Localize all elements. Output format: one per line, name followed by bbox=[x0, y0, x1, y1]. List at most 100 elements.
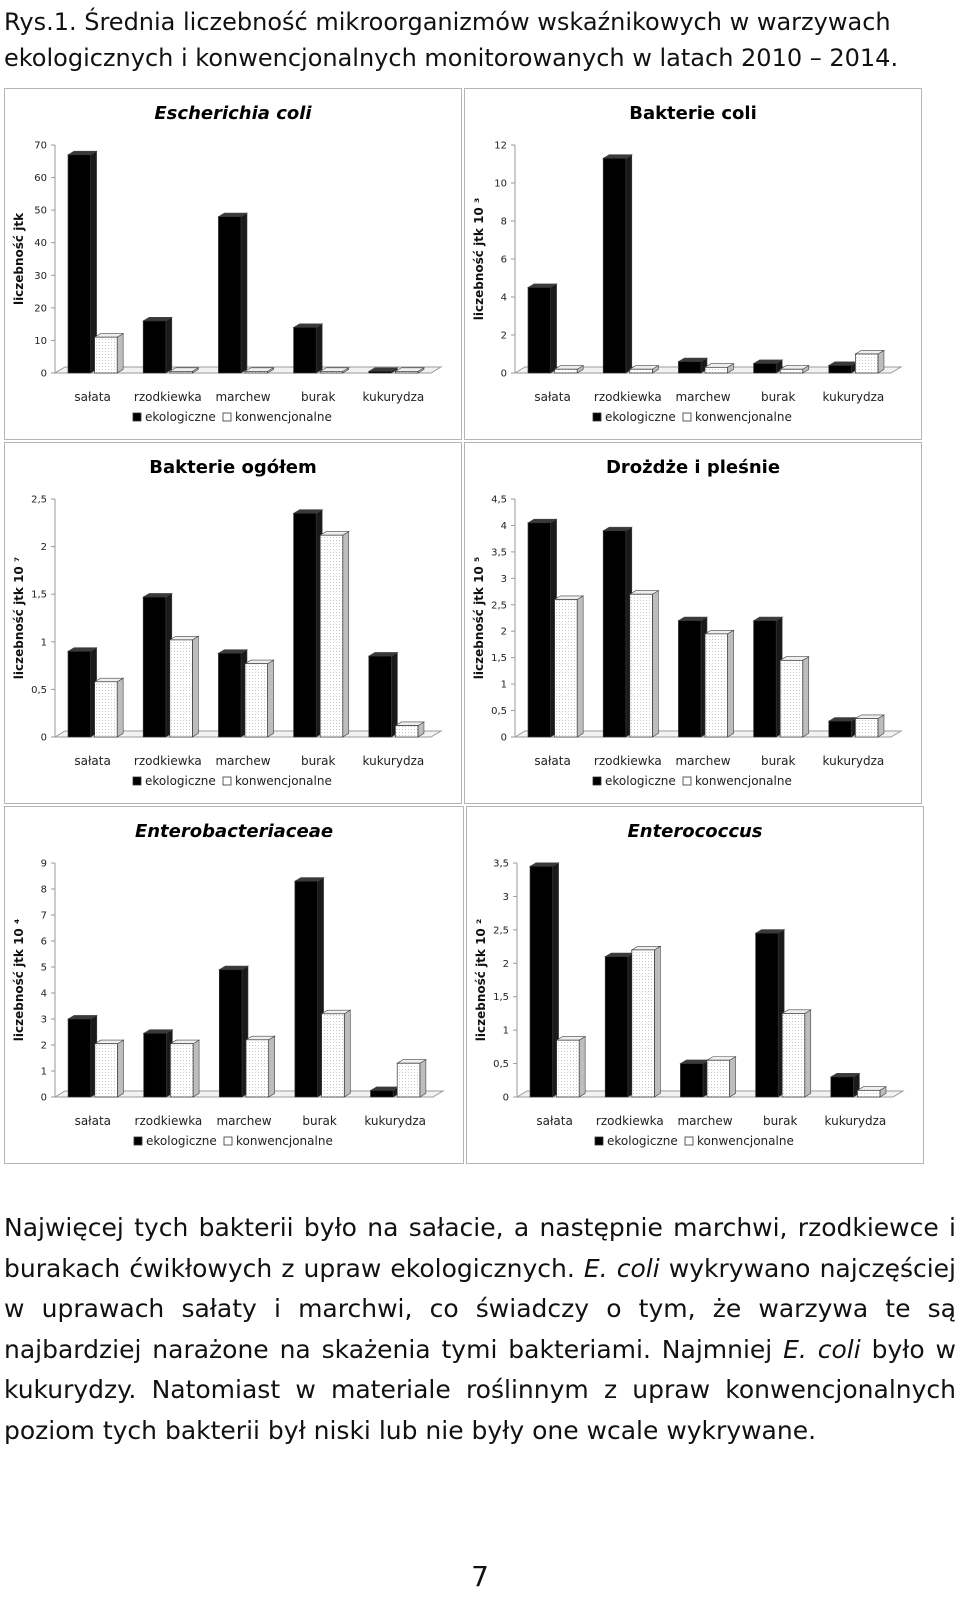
legend-label: konwencjonalne bbox=[235, 410, 332, 424]
y-tick-label: 2,5 bbox=[493, 925, 509, 936]
y-tick-label: 6 bbox=[501, 255, 507, 266]
y-tick-label: 20 bbox=[34, 303, 47, 314]
bar-kukurydza-konwencjonalne bbox=[856, 1086, 888, 1098]
y-tick-label: 70 bbox=[34, 141, 47, 152]
legend-swatch bbox=[222, 412, 232, 422]
bar-salata-konwencjonalne bbox=[93, 1039, 125, 1098]
chart-title: Bakterie coli bbox=[629, 103, 757, 124]
y-tick-label: 3 bbox=[501, 574, 507, 585]
y-tick-label: 10 bbox=[494, 179, 507, 190]
x-category-label-rzodkiewka: rzodkiewka bbox=[134, 390, 202, 404]
y-tick-label: 50 bbox=[34, 206, 47, 217]
x-category-label-burak: burak bbox=[302, 1114, 337, 1128]
bar-marchew-konwencjonalne bbox=[243, 367, 275, 374]
bar-rzodkiewka-ekologiczne bbox=[142, 316, 173, 374]
y-tick-label: 3,5 bbox=[491, 547, 507, 558]
bar-kukurydza-konwencjonalne bbox=[854, 349, 886, 374]
bar-rzodkiewka-ekologiczne bbox=[604, 952, 635, 1098]
chart-panel-bakterie-ogolem: Bakterie ogółem liczebność jtk 10 ⁷ 0 0,5 1 1… bbox=[4, 442, 462, 804]
bar-salata-konwencjonalne bbox=[553, 365, 585, 374]
y-tick-label: 0,5 bbox=[493, 1059, 509, 1070]
x-category-label-kukurydza: kukurydza bbox=[364, 1114, 426, 1128]
legend-label: ekologiczne bbox=[607, 1134, 678, 1148]
chart-title: Escherichia coli bbox=[154, 103, 312, 124]
bar-salata-ekologiczne bbox=[66, 150, 98, 374]
bar-salata-ekologiczne bbox=[526, 283, 558, 374]
chart-panel-drozdze-i-plesnie: Drożdże i pleśnie liczebność jtk 10 ⁵ 0 0,5… bbox=[464, 442, 922, 804]
x-category-label-marchew: marchew bbox=[677, 1114, 732, 1128]
legend-label: konwencjonalne bbox=[697, 1134, 794, 1148]
bar-kukurydza-ekologiczne bbox=[827, 361, 859, 374]
legend-entry-konwencjonalne: konwencjonalne bbox=[682, 410, 792, 424]
bar-rzodkiewka-konwencjonalne bbox=[628, 590, 660, 738]
bar-kukurydza-konwencjonalne bbox=[396, 1059, 427, 1098]
bar-rzodkiewka-konwencjonalne bbox=[168, 367, 200, 374]
bar-rzodkiewka-konwencjonalne bbox=[630, 945, 662, 1098]
y-tick-label: 9 bbox=[41, 859, 47, 870]
bar-marchew-ekologiczne bbox=[679, 1059, 711, 1098]
legend-entry-ekologiczne: ekologiczne bbox=[133, 1134, 217, 1148]
bar-burak-konwencjonalne bbox=[779, 365, 810, 374]
legend-entry-ekologiczne: ekologiczne bbox=[132, 410, 216, 424]
bar-burak-ekologiczne bbox=[293, 877, 325, 1098]
chart-svg: Escherichia coli liczebność jtk 0 10 20 30 40 5… bbox=[12, 103, 443, 424]
x-category-label-rzodkiewka: rzodkiewka bbox=[596, 1114, 664, 1128]
legend-entry-ekologiczne: ekologiczne bbox=[592, 774, 676, 788]
y-axis-label: liczebność jtk 10 ² bbox=[474, 919, 488, 1041]
bar-rzodkiewka-ekologiczne bbox=[602, 154, 633, 374]
chart-panel-escherichia-coli: Escherichia coli liczebność jtk 0 10 20 30 40 5… bbox=[4, 88, 462, 440]
y-tick-label: 3,5 bbox=[493, 859, 509, 870]
legend-swatch bbox=[684, 1136, 694, 1146]
bar-burak-konwencjonalne bbox=[319, 367, 350, 374]
y-tick-label: 8 bbox=[501, 217, 507, 228]
legend-entry-ekologiczne: ekologiczne bbox=[132, 774, 216, 788]
y-axis-label: liczebność jtk bbox=[12, 212, 26, 305]
page-number: 7 bbox=[471, 1560, 489, 1593]
bar-rzodkiewka-konwencjonalne bbox=[628, 365, 660, 374]
legend-swatch bbox=[132, 412, 142, 422]
y-tick-label: 60 bbox=[34, 173, 47, 184]
bar-rzodkiewka-konwencjonalne bbox=[168, 635, 200, 738]
y-tick-label: 0 bbox=[501, 369, 507, 380]
chart-svg: Enterobacteriaceae liczebność jtk 10 ⁴ 0 1 2… bbox=[12, 821, 445, 1148]
bar-rzodkiewka-ekologiczne bbox=[602, 526, 633, 738]
y-tick-label: 1 bbox=[503, 1026, 509, 1037]
bar-salata-ekologiczne bbox=[66, 647, 98, 738]
legend-swatch bbox=[132, 776, 142, 786]
chart-title: Bakterie ogółem bbox=[149, 457, 316, 478]
x-category-label-salata: sałata bbox=[534, 754, 570, 768]
x-category-label-salata: sałata bbox=[536, 1114, 572, 1128]
chart-panel-enterococcus: Enterococcus liczebność jtk 10 ² 0 0,5 1 1,5 2… bbox=[466, 806, 924, 1164]
bar-salata-konwencjonalne bbox=[553, 595, 585, 738]
y-tick-label: 40 bbox=[34, 238, 47, 249]
y-axis-label: liczebność jtk 10 ⁵ bbox=[472, 557, 486, 679]
chart-title: Enterococcus bbox=[627, 821, 762, 842]
y-tick-label: 1,5 bbox=[493, 992, 509, 1003]
body-sentence-2: wykrywano najczęściej w uprawach sałaty … bbox=[4, 1253, 956, 1364]
chart-panel-bakterie-coli: Bakterie coli liczebność jtk 10 ³ 0 2 4 6 8 10 1… bbox=[464, 88, 922, 440]
y-tick-label: 3 bbox=[503, 892, 509, 903]
bar-rzodkiewka-ekologiczne bbox=[142, 592, 173, 738]
body-sentence-1: Najwięcej tych bakterii było na sałacie,… bbox=[4, 1213, 956, 1283]
chart-panel-enterobacteriaceae: Enterobacteriaceae liczebność jtk 10 ⁴ 0 1 2… bbox=[4, 806, 464, 1164]
bar-marchew-konwencjonalne bbox=[703, 363, 735, 374]
legend-label: ekologiczne bbox=[145, 774, 216, 788]
chart-svg: Bakterie ogółem liczebność jtk 10 ⁷ 0 0,5 1 1… bbox=[12, 457, 443, 788]
y-tick-label: 0 bbox=[41, 1093, 47, 1104]
legend-entry-konwencjonalne: konwencjonalne bbox=[222, 774, 332, 788]
bar-salata-konwencjonalne bbox=[93, 333, 125, 374]
y-tick-label: 2 bbox=[41, 1041, 47, 1052]
x-category-label-rzodkiewka: rzodkiewka bbox=[594, 754, 662, 768]
bar-marchew-konwencjonalne bbox=[244, 1035, 276, 1098]
bar-salata-ekologiczne bbox=[67, 1014, 98, 1098]
bar-marchew-ekologiczne bbox=[218, 965, 250, 1098]
bar-marchew-ekologiczne bbox=[677, 616, 709, 738]
y-tick-label: 0 bbox=[41, 369, 47, 380]
y-tick-label: 2 bbox=[41, 542, 47, 553]
y-axis-label: liczebność jtk 10 ⁷ bbox=[12, 557, 26, 679]
x-category-label-kukurydza: kukurydza bbox=[823, 390, 885, 404]
y-tick-label: 12 bbox=[494, 141, 507, 152]
legend-label: ekologiczne bbox=[605, 410, 676, 424]
figure-caption: Rys.1. Średnia liczebność mikroorganizmó… bbox=[4, 8, 899, 72]
bar-kukurydza-ekologiczne bbox=[367, 651, 399, 738]
